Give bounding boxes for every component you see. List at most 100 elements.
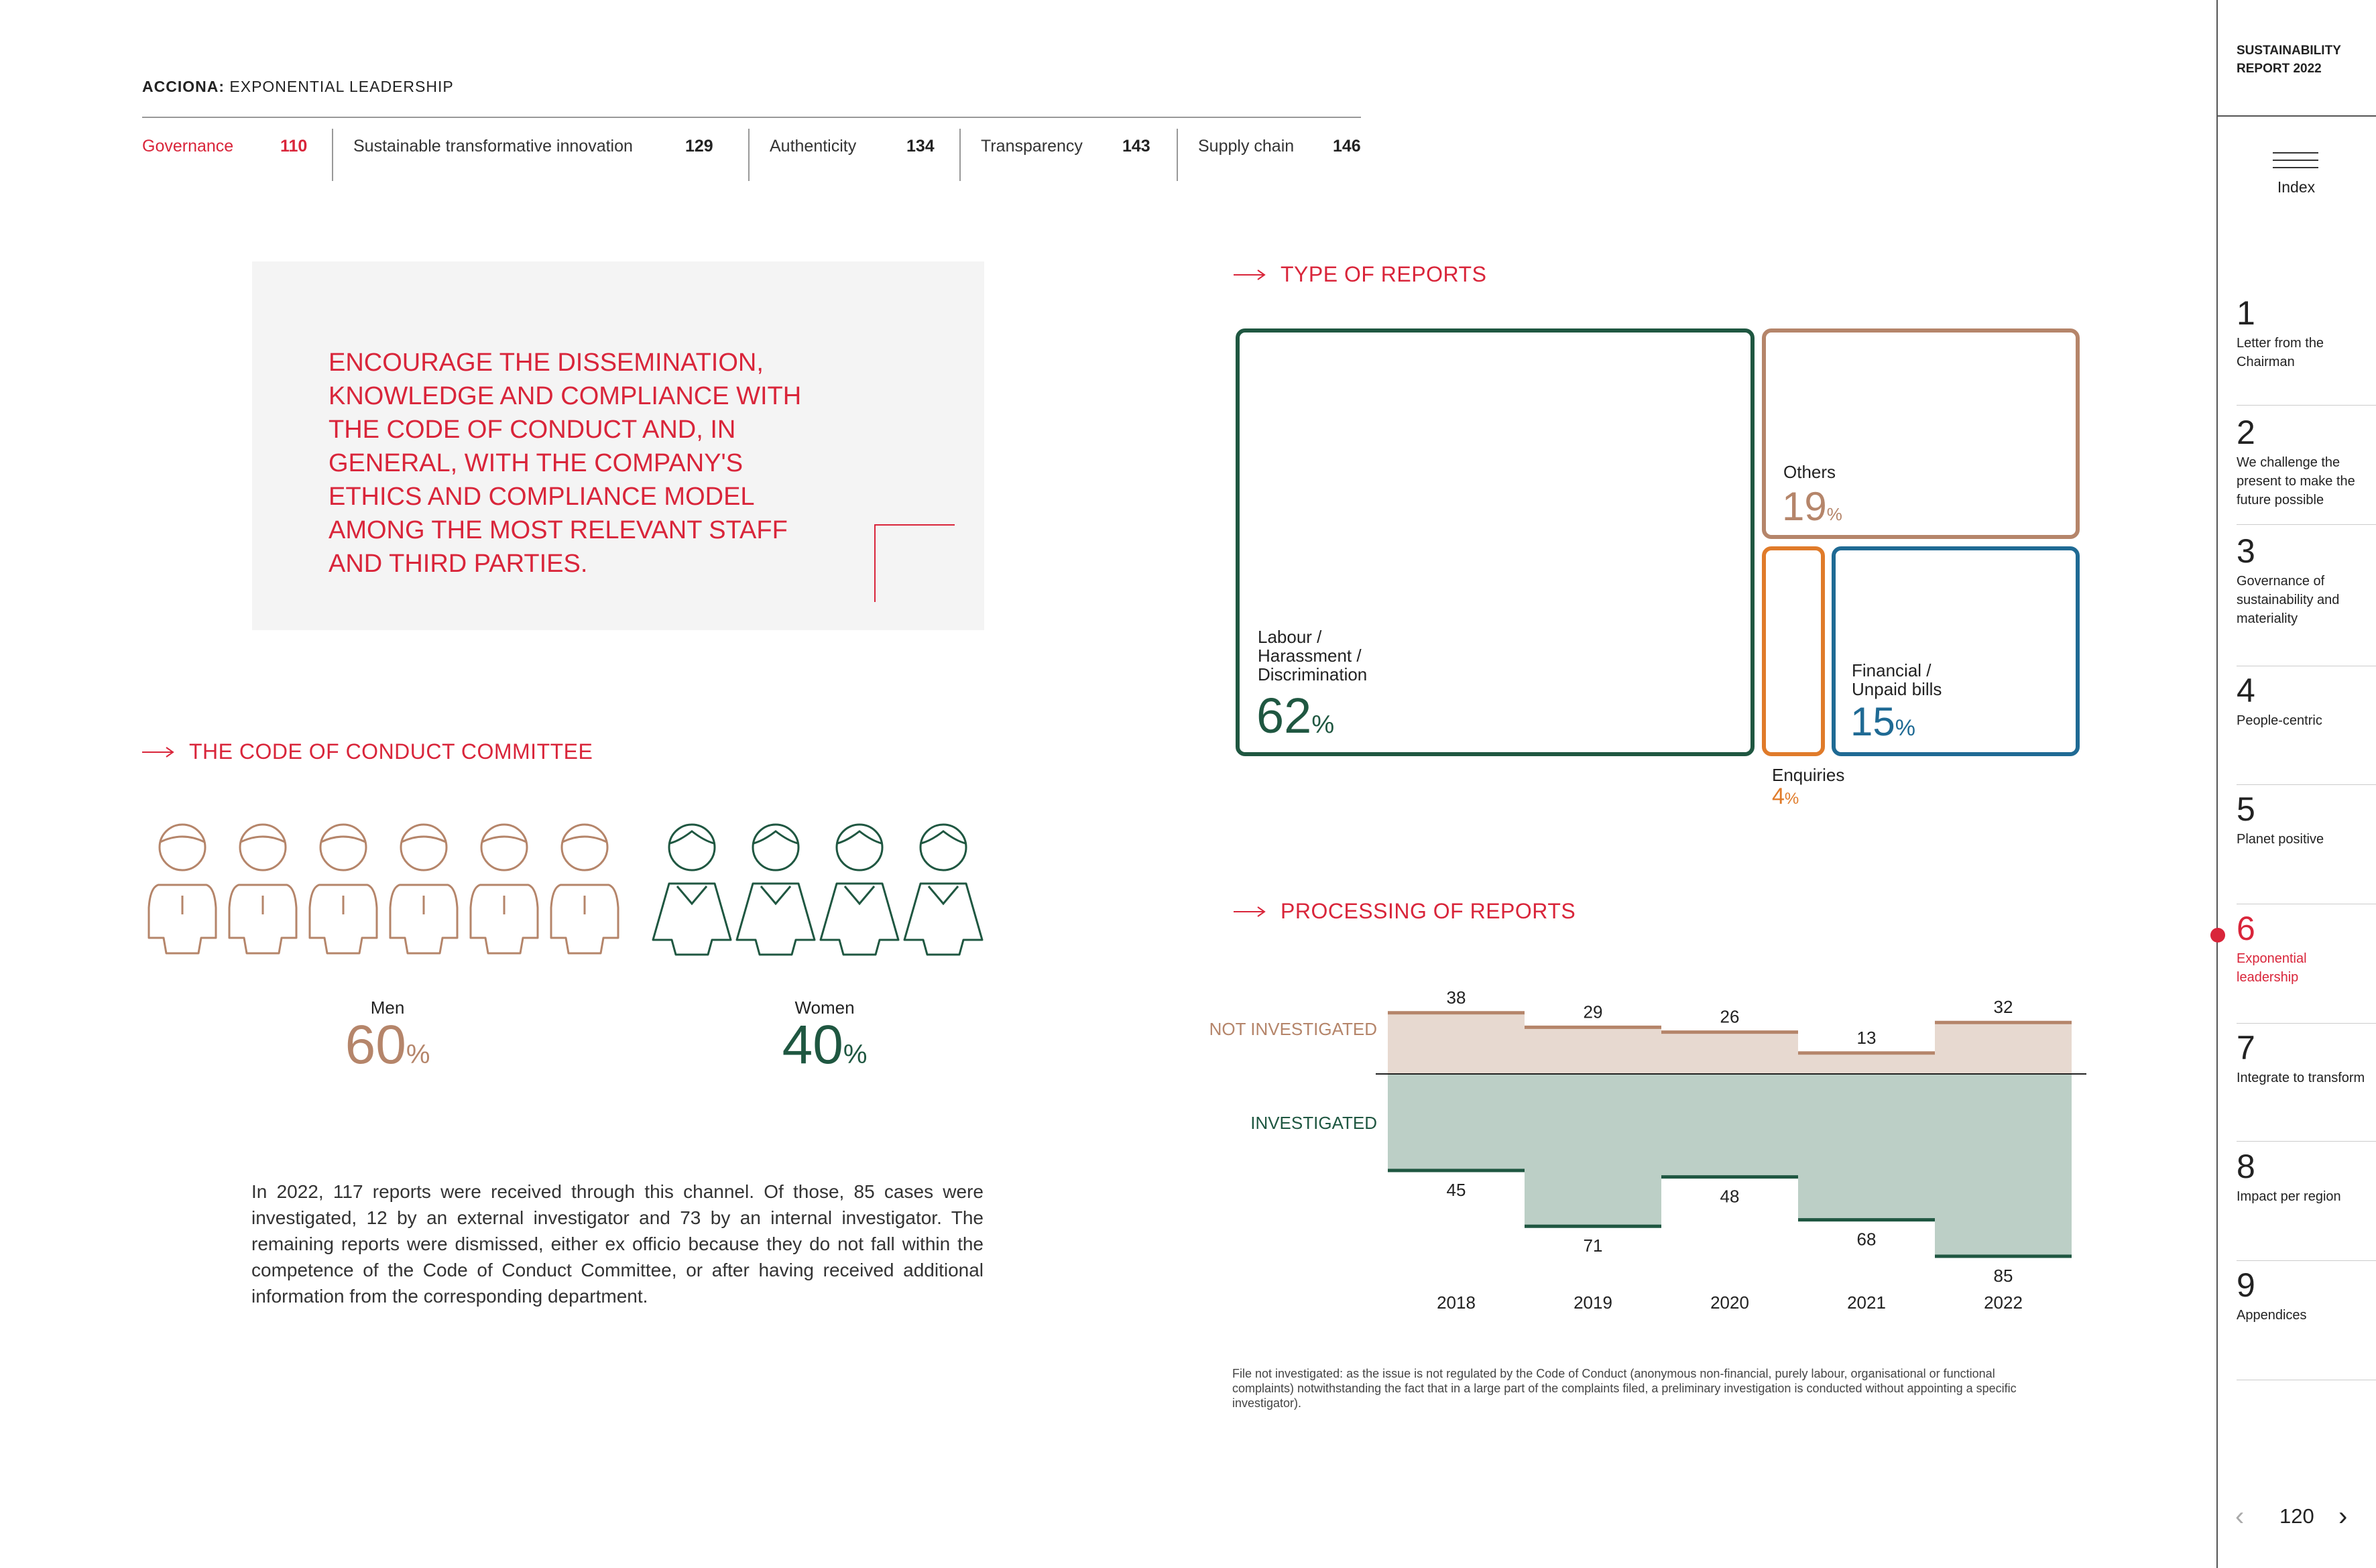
processing-title: PROCESSING OF REPORTS	[1281, 899, 1576, 923]
sidebar-item-number: 9	[2237, 1266, 2255, 1304]
x-tick-label: 2019	[1573, 1292, 1612, 1313]
sidebar-item-chapter-4[interactable]: 4 People-centric	[2237, 672, 2371, 730]
data-label-not-investigated: 13	[1857, 1028, 1877, 1048]
tab-supply-chain[interactable]: Supply chain	[1198, 137, 1295, 156]
sidebar-item-number: 8	[2237, 1148, 2255, 1185]
series-label-investigated: INVESTIGATED	[1250, 1113, 1377, 1133]
sidebar-item-label: Letter from the Chairman	[2237, 336, 2324, 369]
sidebar-item-number: 4	[2237, 672, 2255, 709]
sidebar-item-label: People-centric	[2237, 713, 2322, 728]
x-tick-label: 2020	[1710, 1292, 1749, 1313]
treemap-financial	[1832, 546, 2080, 756]
treemap-labour-value: 62%	[1256, 688, 1335, 743]
treemap-others	[1762, 328, 2080, 539]
sidebar-item-chapter-1[interactable]: 1 Letter from the Chairman	[2237, 295, 2371, 371]
data-label-investigated: 48	[1720, 1187, 1740, 1207]
treemap-labour	[1236, 328, 1755, 756]
data-label-investigated: 45	[1447, 1180, 1466, 1200]
sidebar-item-label: Appendices	[2237, 1308, 2307, 1323]
sidebar-item-label: Planet positive	[2237, 832, 2324, 847]
treemap-others-value: 19%	[1782, 484, 1842, 529]
men-label: Men	[370, 998, 405, 1018]
x-tick-label: 2018	[1437, 1292, 1476, 1313]
processing-chart: NOT INVESTIGATED INVESTIGATED 38 45 2018 29 71…	[1209, 987, 2086, 1313]
report-title: SUSTAINABILITY REPORT 2022	[2237, 44, 2341, 76]
sidebar-item-number: 3	[2237, 532, 2255, 570]
tab-governance-page[interactable]: 110	[280, 137, 308, 156]
arrow-right-icon	[142, 747, 174, 758]
data-label-not-investigated: 26	[1720, 1007, 1740, 1027]
man-icon	[308, 823, 378, 955]
arrow-right-icon	[1234, 906, 1266, 917]
sidebar-item-chapter-9[interactable]: 9 Appendices	[2237, 1267, 2371, 1325]
index-link[interactable]: Index	[2277, 178, 2316, 196]
arrow-right-icon	[1234, 269, 1266, 280]
sidebar-item-number: 5	[2237, 790, 2255, 828]
women-percentage: 40%	[782, 1014, 868, 1075]
sidebar-item-number: 1	[2237, 294, 2255, 332]
tab-governance[interactable]: Governance	[142, 137, 234, 156]
tab-supply-chain-page[interactable]: 146	[1333, 137, 1361, 156]
quote-text: ENCOURAGE THE DISSEMINATION, KNOWLEDGE A…	[329, 349, 802, 578]
man-icon	[389, 823, 459, 955]
data-label-not-investigated: 38	[1447, 987, 1466, 1008]
tab-sustainable-innovation[interactable]: Sustainable transformative innovation	[353, 137, 633, 156]
sidebar-item-divider	[2237, 405, 2376, 406]
sidebar-item-chapter-6[interactable]: 6 Exponential leadership	[2237, 910, 2371, 987]
woman-icon	[819, 823, 900, 956]
sidebar-item-chapter-8[interactable]: 8 Impact per region	[2237, 1148, 2371, 1206]
treemap-enquiries	[1762, 546, 1825, 756]
sidebar-item-label: Exponential leadership	[2237, 951, 2307, 985]
sidebar-item-chapter-3[interactable]: 3 Governance of sustainability and materi…	[2237, 533, 2371, 628]
quote-corner-decoration	[874, 524, 955, 602]
committee-people-graphic	[147, 823, 984, 956]
tab-authenticity[interactable]: Authenticity	[770, 137, 857, 156]
active-chapter-indicator	[2210, 928, 2225, 943]
treemap-enquiries-label: Enquiries	[1772, 765, 1845, 785]
men-percentage: 60%	[345, 1014, 430, 1075]
area-investigated	[1388, 1074, 2072, 1256]
sidebar-item-number: 7	[2237, 1029, 2255, 1067]
page-number: 120	[2279, 1504, 2314, 1528]
chevron-right-icon[interactable]: ›	[2338, 1502, 2348, 1531]
treemap-financial-value: 15%	[1850, 699, 1915, 744]
sidebar-divider	[2216, 0, 2218, 1568]
footnote: File not investigated: as the issue is n…	[1232, 1367, 2017, 1410]
tab-divider	[748, 129, 750, 181]
sidebar-item-number: 2	[2237, 414, 2255, 451]
treemap-enquiries-value: 4%	[1772, 784, 1799, 809]
woman-icon	[903, 823, 984, 956]
woman-icon	[735, 823, 816, 956]
data-label-not-investigated: 29	[1584, 1002, 1603, 1022]
man-icon	[469, 823, 539, 955]
sidebar-item-chapter-5[interactable]: 5 Planet positive	[2237, 791, 2371, 849]
data-label-investigated: 85	[1994, 1266, 2013, 1286]
man-icon	[147, 823, 217, 955]
sidebar-item-label: Integrate to transform	[2237, 1071, 2365, 1085]
tab-authenticity-page[interactable]: 134	[906, 137, 935, 156]
type-of-reports-title: TYPE OF REPORTS	[1281, 262, 1487, 286]
data-label-investigated: 68	[1857, 1229, 1877, 1250]
chevron-left-icon[interactable]: ‹	[2235, 1502, 2245, 1531]
man-icon	[550, 823, 619, 955]
sidebar-item-divider	[2237, 1023, 2376, 1024]
sidebar-item-divider	[2237, 784, 2376, 785]
tab-sustainable-innovation-page[interactable]: 129	[685, 137, 713, 156]
sidebar-item-chapter-7[interactable]: 7 Integrate to transform	[2237, 1030, 2371, 1087]
x-tick-label: 2022	[1984, 1292, 2023, 1313]
tab-transparency[interactable]: Transparency	[981, 137, 1083, 156]
sidebar-item-chapter-2[interactable]: 2 We challenge the present to make the fu…	[2237, 414, 2371, 509]
sidebar-item-label: Governance of sustainability and materia…	[2237, 574, 2340, 626]
sidebar-item-label: We challenge the present to make the fut…	[2237, 455, 2355, 507]
sidebar-item-divider	[2237, 524, 2376, 525]
tab-transparency-page[interactable]: 143	[1122, 137, 1150, 156]
treemap-labour-label: Labour / Harassment / Discrimination	[1258, 627, 1368, 684]
brand-name: ACCIONA:	[142, 78, 225, 95]
data-label-investigated: 71	[1584, 1235, 1603, 1256]
tab-divider	[332, 129, 333, 181]
data-label-not-investigated: 32	[1994, 997, 2013, 1017]
menu-icon[interactable]	[2271, 150, 2320, 170]
header-divider	[142, 117, 1361, 118]
sidebar-item-divider	[2237, 1260, 2376, 1261]
women-label: Women	[794, 998, 855, 1018]
